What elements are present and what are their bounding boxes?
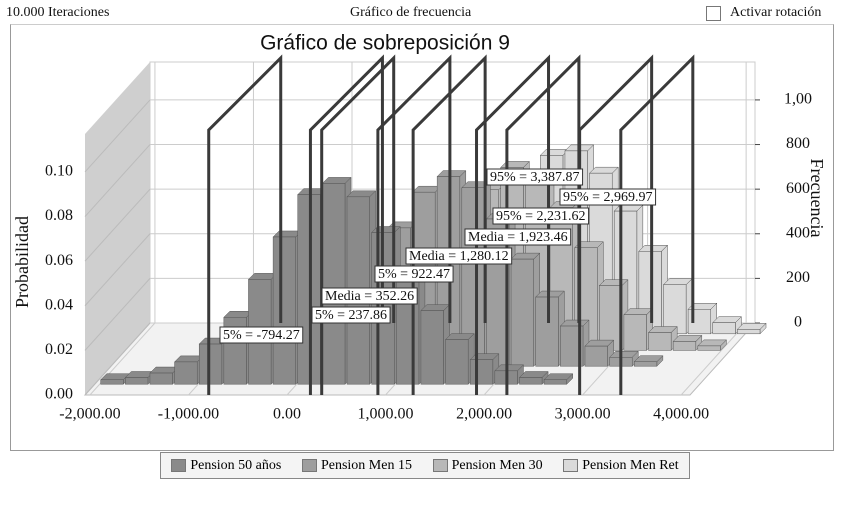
y-tick-label: 0.04 (45, 296, 73, 313)
legend-label: Pension Men 30 (451, 457, 543, 473)
x-tick-label: 1,000.00 (358, 406, 414, 423)
grid-line (84, 99, 151, 173)
y-tick-label: 0.02 (45, 341, 73, 358)
bar (737, 329, 761, 335)
grid-line (84, 188, 151, 262)
iterations: 10.000 Iteraciones (6, 5, 110, 20)
y-tick-label: 0.08 (45, 207, 73, 224)
legend-item: Pension Men Ret (563, 457, 679, 474)
y2-tick-label: 1,00 (784, 91, 812, 108)
annotation-box (486, 168, 584, 186)
annotation: 5% = 922.47 (378, 267, 450, 282)
grid-line (84, 278, 151, 351)
legend-swatch (301, 458, 317, 472)
annotation: 5% = 237.86 (315, 308, 387, 323)
bar (272, 236, 296, 385)
annotation-box (219, 326, 304, 344)
bar (623, 314, 647, 351)
bar (100, 379, 124, 385)
annotation: 95% = 2,231.62 (496, 209, 586, 224)
bar (174, 361, 198, 385)
legend-swatch (563, 458, 579, 472)
legend-swatch (171, 458, 187, 472)
legend-label: Pension 50 años (190, 457, 282, 473)
legend-item: Pension Men 30 (432, 457, 543, 474)
annotation: Media = 1,923.46 (468, 230, 568, 245)
y2-tick-label: 0 (794, 314, 802, 331)
chart-title: Gráfico de sobreposición 9 (260, 32, 510, 55)
y-tick-label: 0.00 (45, 386, 73, 403)
legend-item: Pension 50 años (171, 458, 281, 474)
legend-swatch (432, 458, 448, 472)
legend-label: Pension Men 15 (320, 457, 412, 473)
marker-frame (207, 54, 283, 395)
bar (149, 372, 173, 385)
marker-frame (320, 54, 396, 395)
rotate-checkbox[interactable] (706, 6, 721, 21)
x-tick-label: 2,000.00 (456, 406, 512, 423)
bar (198, 343, 223, 385)
x-tick-label: -2,000.00 (59, 406, 120, 423)
grid-line (84, 144, 151, 217)
annotation: 95% = 2,969.97 (563, 190, 653, 205)
y2-tick-label: 600 (786, 180, 810, 197)
annotation: 5% = -794.27 (223, 328, 300, 343)
rotate-label[interactable]: Activar rotación (730, 5, 822, 20)
y-axis-label: Probabilidad (12, 216, 32, 308)
y2-tick-label: 400 (786, 224, 810, 241)
bar (510, 258, 534, 367)
annotation-box (559, 188, 657, 206)
x-tick-label: 4,000.00 (653, 406, 709, 423)
legend-label: Pension Men Ret (582, 457, 679, 473)
bar (322, 183, 346, 385)
legend: Pension 50 años Pension Men 15 Pension Men… (160, 452, 690, 479)
annotation-box (321, 287, 418, 305)
annotation-box (374, 265, 454, 283)
legend-item: Pension Men 15 (301, 457, 412, 474)
chart-panel (10, 24, 834, 451)
grid-line (680, 322, 747, 396)
bar (125, 377, 149, 385)
x-tick-label: 0.00 (273, 406, 301, 423)
y-tick-label: 0.06 (45, 252, 73, 269)
annotation: Media = 352.26 (325, 289, 414, 304)
bar (712, 322, 736, 335)
y2-tick-label: 200 (786, 269, 810, 286)
bar (519, 377, 543, 385)
bar (584, 345, 608, 367)
grid-line (84, 322, 151, 396)
bar (445, 339, 469, 385)
view-name: Gráfico de frecuencia (350, 5, 472, 20)
annotation-box (464, 228, 572, 246)
y2-axis-label: Frecuencia (807, 159, 827, 238)
annotation-box (405, 247, 513, 265)
bar (648, 332, 672, 351)
bar (535, 296, 559, 367)
x-tick-label: -1,000.00 (158, 406, 219, 423)
marker-frame (619, 54, 695, 395)
bar (543, 379, 567, 385)
bar (672, 341, 697, 351)
chart: Gráfico de sobreposición 9 0.00 0.02 0.04 0.… (12, 32, 827, 423)
annotation-box (311, 306, 391, 324)
y-tick-label: 0.10 (45, 163, 73, 180)
bar (560, 325, 584, 367)
grid-line (84, 233, 151, 307)
x-tick-label: 3,000.00 (555, 406, 611, 423)
annotation: Media = 1,280.12 (409, 249, 509, 264)
bar (420, 310, 444, 385)
marker-frame (376, 54, 452, 395)
marker-frame (308, 54, 384, 395)
annotation-box (492, 207, 590, 225)
bar (697, 345, 721, 351)
left-wall (85, 62, 150, 395)
bar (633, 361, 658, 367)
y2-tick-label: 800 (786, 135, 810, 152)
bar (469, 359, 494, 385)
annotation: 95% = 3,387.87 (490, 170, 580, 185)
